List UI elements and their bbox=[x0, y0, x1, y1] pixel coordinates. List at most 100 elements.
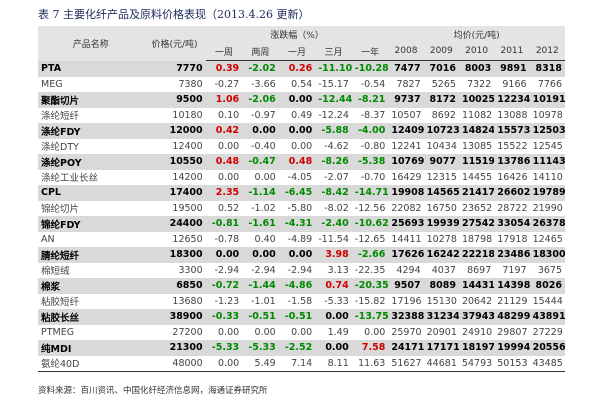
product-name: 锦纶FDY bbox=[41, 219, 81, 231]
cell: 26378 bbox=[532, 218, 565, 230]
cell: 0.26 bbox=[288, 63, 313, 75]
cell: 12650 bbox=[172, 233, 203, 245]
cell: 48299 bbox=[497, 311, 530, 323]
cell: -6.45 bbox=[284, 187, 313, 199]
product-name: 棉浆 bbox=[41, 281, 61, 293]
cell: 4294 bbox=[396, 264, 421, 276]
cell: -4.00 bbox=[357, 125, 386, 137]
source-note: 资料来源：百川资讯、中国化纤经济信息网，海通证券研究所 bbox=[38, 386, 268, 396]
header-cell: 2009 bbox=[423, 42, 459, 61]
cell: 11143 bbox=[532, 156, 565, 168]
cell: 14824 bbox=[461, 125, 495, 137]
cell: 23486 bbox=[497, 249, 530, 261]
header-cell: 2012 bbox=[529, 42, 565, 61]
cell: -0.97 bbox=[251, 109, 276, 121]
cell: 31234 bbox=[426, 311, 459, 323]
cell: 9166 bbox=[502, 78, 527, 90]
header-cell: 2010 bbox=[458, 42, 495, 61]
cell: 13088 bbox=[497, 109, 528, 121]
cell: 12000 bbox=[169, 125, 203, 137]
cell: 10769 bbox=[391, 156, 424, 168]
cell: -2.94 bbox=[287, 264, 313, 276]
cell: 5265 bbox=[431, 78, 456, 90]
cell: 27542 bbox=[461, 218, 495, 230]
cell: 15130 bbox=[426, 295, 457, 307]
cell: -3.66 bbox=[251, 78, 276, 90]
cell: 19994 bbox=[497, 342, 530, 354]
cell: -0.54 bbox=[360, 78, 386, 90]
table-row: 涤纶FDY 12000 0.42 0.00 0.00 -5.88 -4.00 12409 107… bbox=[38, 123, 565, 139]
product-name: 棉短绒 bbox=[41, 266, 70, 278]
cell: 5.49 bbox=[242, 355, 279, 372]
cell: 0.00 bbox=[325, 342, 349, 354]
cell: 26602 bbox=[497, 187, 530, 199]
cell: -2.94 bbox=[214, 264, 240, 276]
cell: 7.14 bbox=[278, 355, 316, 372]
cell: -8.21 bbox=[357, 94, 386, 106]
cell: 7197 bbox=[502, 264, 527, 276]
cell: 12409 bbox=[391, 125, 424, 137]
cell: 25693 bbox=[391, 218, 424, 230]
cell: 7380 bbox=[178, 78, 203, 90]
cell: 51627 bbox=[388, 355, 424, 372]
cell: 15522 bbox=[497, 140, 528, 152]
cell: -2.66 bbox=[357, 249, 386, 261]
product-name: MEG bbox=[41, 78, 63, 90]
product-name: CPL bbox=[41, 187, 61, 199]
cell: -2.02 bbox=[248, 63, 276, 75]
table-head: 产品名称 价格(元/吨) 涨跌幅（%） 均价(元/吨) 一周 两周 一月 三月 一年 20… bbox=[38, 26, 565, 61]
cell: 0.54 bbox=[291, 78, 313, 90]
cell: -0.80 bbox=[360, 140, 386, 152]
cell: 2.35 bbox=[215, 187, 240, 199]
header-cell: 两周 bbox=[242, 42, 279, 61]
cell: -0.47 bbox=[248, 156, 276, 168]
cell: 28722 bbox=[497, 202, 528, 214]
cell: 25970 bbox=[391, 326, 422, 338]
cell: -4.05 bbox=[287, 171, 313, 183]
cell: -0.33 bbox=[211, 311, 240, 323]
cell: 10507 bbox=[391, 109, 422, 121]
table-row: AN 12650 -0.78 0.40 -4.89 -11.54 -12.65 14411 10… bbox=[38, 232, 565, 248]
cell: 16426 bbox=[497, 171, 528, 183]
cell: -0.70 bbox=[360, 171, 386, 183]
cell: -8.42 bbox=[321, 187, 349, 199]
cell: 12465 bbox=[532, 233, 563, 245]
cell: 48000 bbox=[143, 355, 206, 372]
cell: 14431 bbox=[461, 280, 495, 292]
cell: 10978 bbox=[532, 109, 563, 121]
cell: 9507 bbox=[394, 280, 421, 292]
cell: 17171 bbox=[426, 342, 459, 354]
cell: 17918 bbox=[497, 233, 528, 245]
cell: 14455 bbox=[461, 171, 493, 183]
cell: 27229 bbox=[532, 326, 563, 338]
cell: 0.74 bbox=[325, 280, 349, 292]
cell: -5.88 bbox=[321, 125, 349, 137]
cell: -8.02 bbox=[324, 202, 349, 214]
cell: 14200 bbox=[172, 171, 203, 183]
cell: 0.00 bbox=[288, 94, 313, 106]
cell: -4.31 bbox=[284, 218, 313, 230]
cell: -0.81 bbox=[211, 218, 240, 230]
cell: 18300 bbox=[169, 249, 203, 261]
cell: 7827 bbox=[396, 78, 421, 90]
table-title: 表 7 主要化纤产品及原料价格表现（2013.4.26 更新） bbox=[38, 8, 310, 21]
cell: 0.39 bbox=[215, 63, 240, 75]
cell: 50153 bbox=[494, 355, 530, 372]
cell: -12.24 bbox=[318, 109, 349, 121]
cell: 7322 bbox=[467, 78, 492, 90]
cell: 10025 bbox=[461, 94, 495, 106]
cell: -5.33 bbox=[324, 295, 349, 307]
cell: -12.65 bbox=[354, 233, 386, 245]
cell: 21417 bbox=[461, 187, 495, 199]
cell: -11.10 bbox=[318, 63, 352, 75]
cell: -5.38 bbox=[357, 156, 386, 168]
cell: 10723 bbox=[426, 125, 459, 137]
cell: -4.89 bbox=[287, 233, 313, 245]
header-row: 一周 两周 一月 三月 一年 2008 2009 2010 2011 2012 bbox=[38, 42, 565, 61]
header-cell: 产品名称 bbox=[72, 39, 109, 50]
header-cell: 三月 bbox=[315, 42, 352, 61]
product-name: 聚酯切片 bbox=[41, 95, 80, 107]
cell: 22218 bbox=[461, 249, 495, 261]
product-name: 涤纶短纤 bbox=[41, 111, 80, 123]
